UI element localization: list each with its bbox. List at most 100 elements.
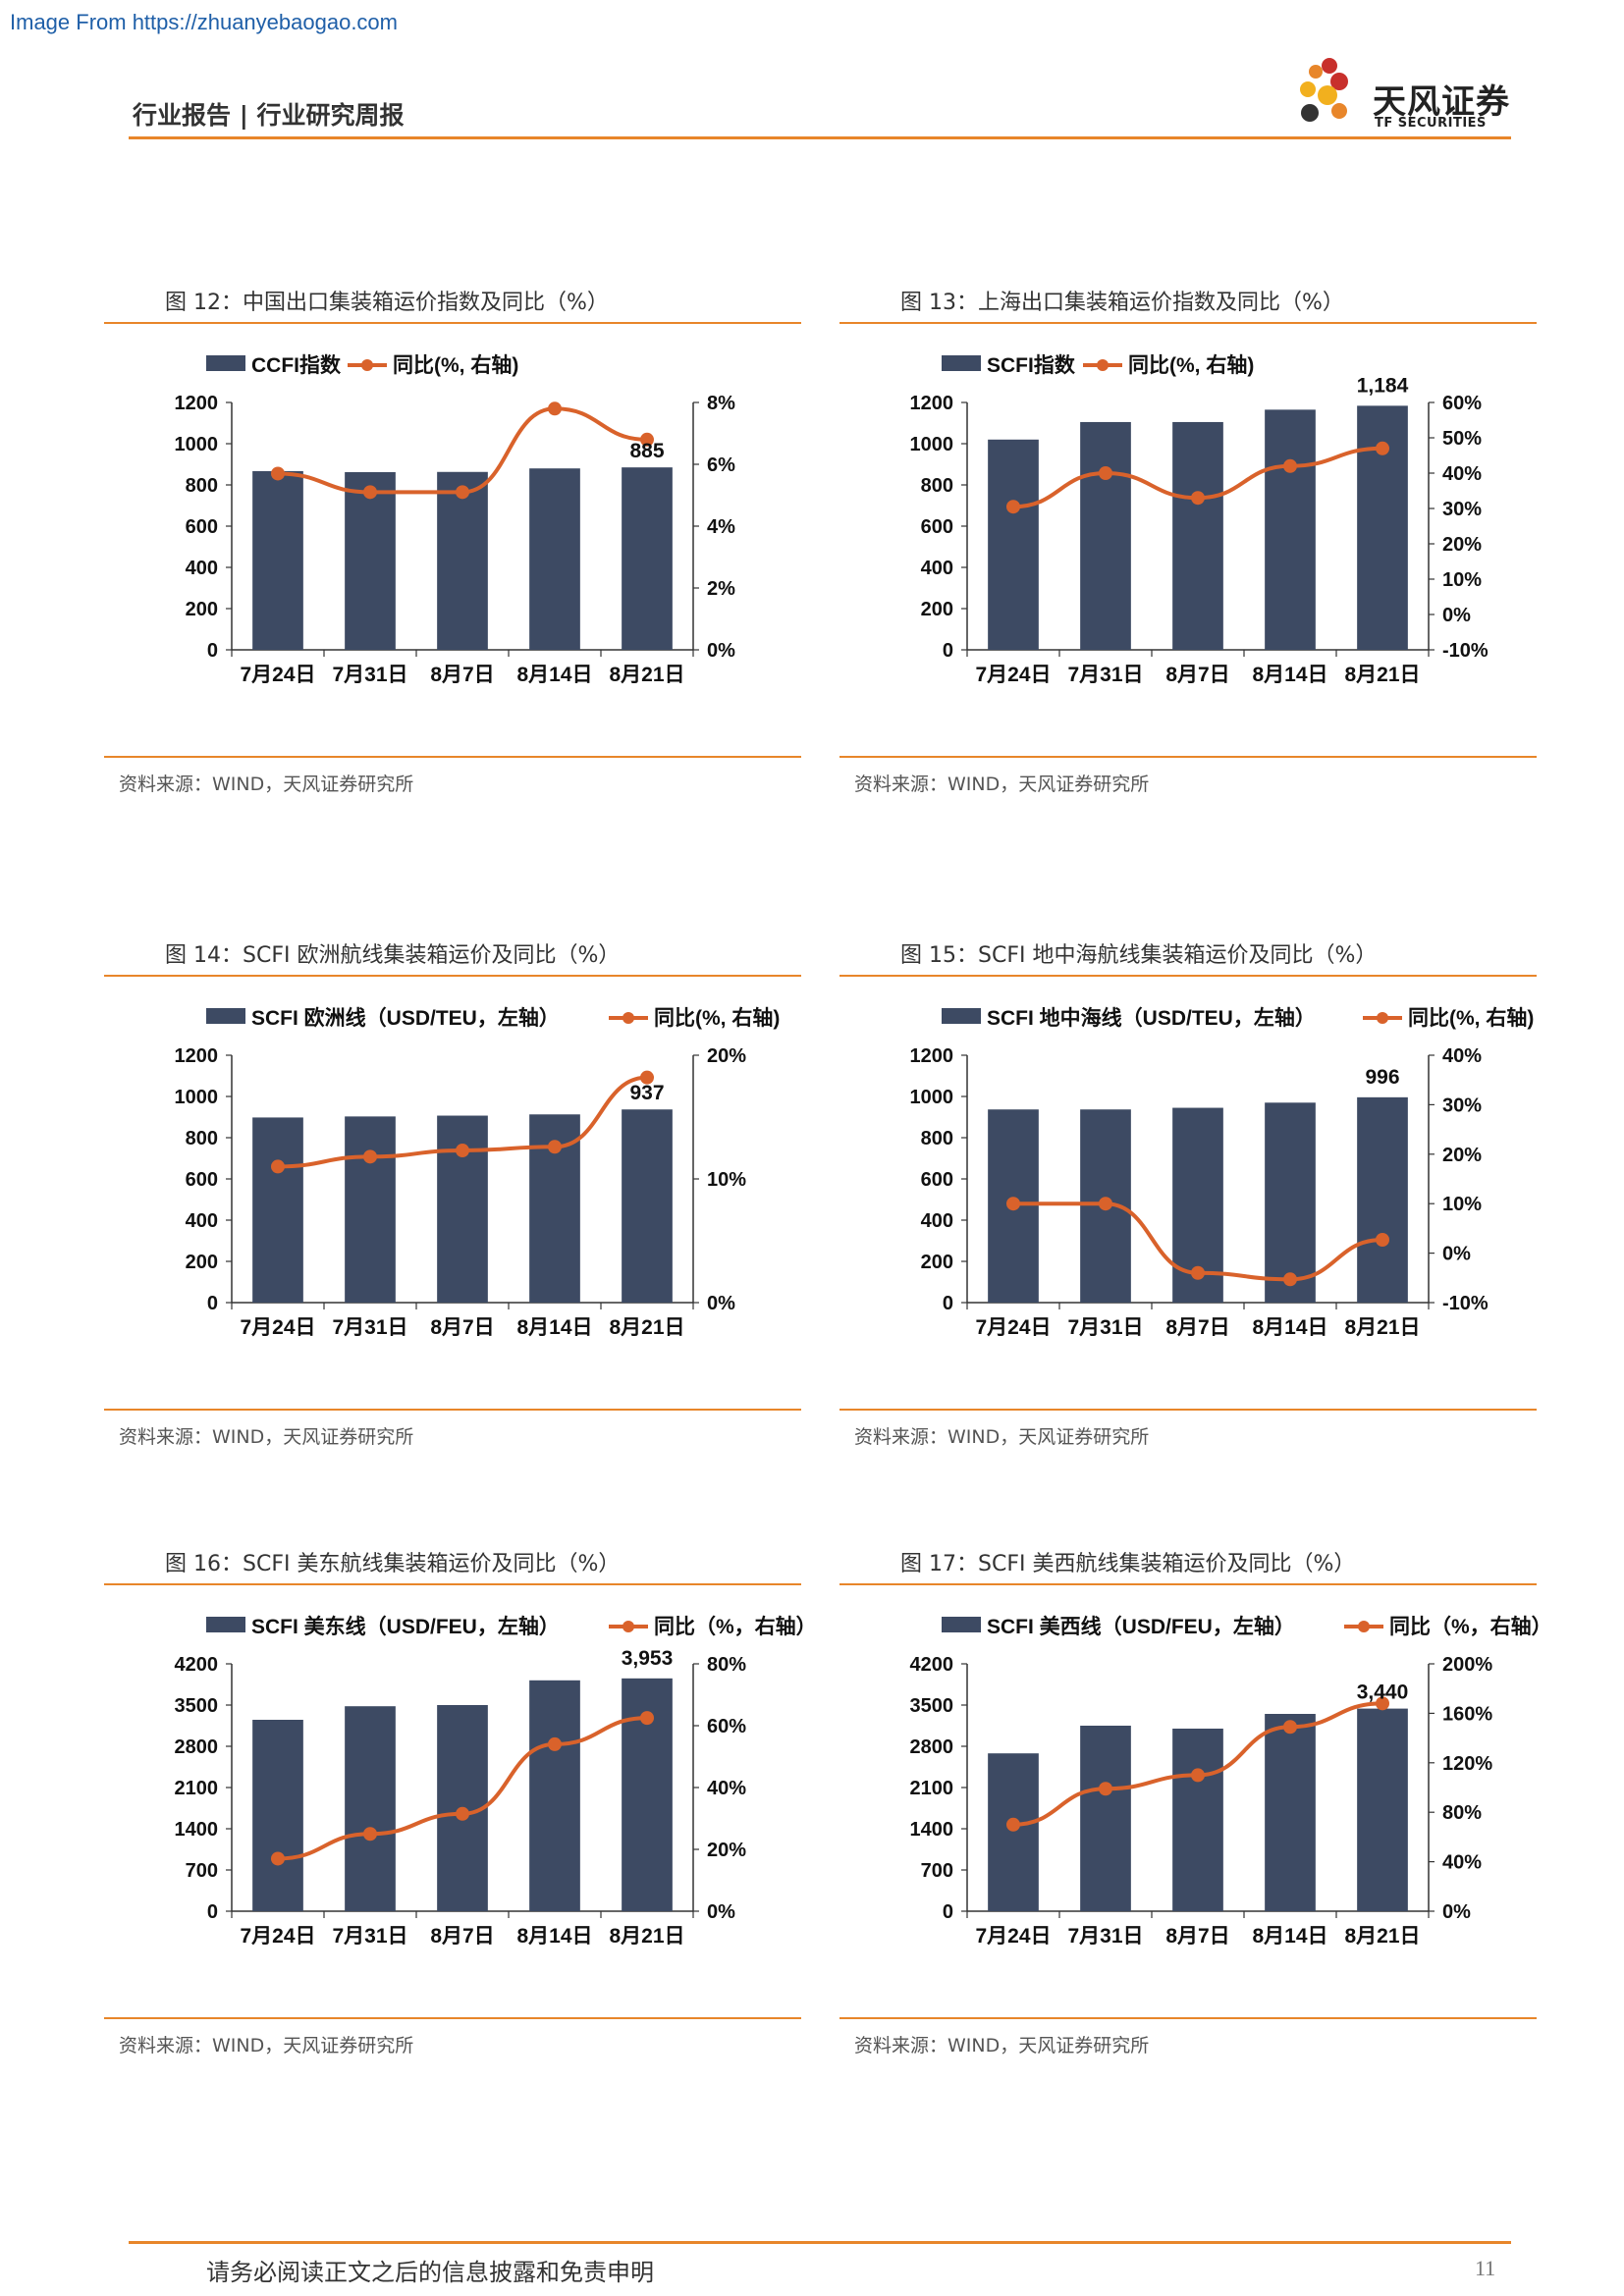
figure-top-divider [839,1583,1537,1585]
x-tick-label: 8月21日 [609,664,684,686]
yoy-point [1006,1817,1020,1832]
left-tick-label: 600 [921,1169,953,1191]
x-tick-label: 8月14日 [516,1316,592,1339]
left-tick-label: 700 [921,1860,953,1882]
left-tick-label: 0 [943,640,953,662]
right-tick-label: 50% [1442,428,1482,450]
right-tick-label: 30% [1442,1095,1482,1116]
yoy-point [1283,1272,1297,1287]
legend-line-label: 同比(%, 右轴) [1408,1006,1534,1030]
right-tick-label: 10% [1442,569,1482,591]
chart-svg: 0 700 1400 2100 2800 3500 4200 0% 40% 80% 120% 160%… [910,1615,1552,1948]
left-tick-label: 600 [921,516,953,538]
legend-bar-label: SCFI 地中海线（USD/TEU，左轴） [987,1006,1316,1030]
legend-bar-swatch [942,1617,981,1632]
data-label: 3,953 [622,1647,674,1670]
right-tick-label: -10% [1442,1293,1489,1314]
bar [622,467,673,650]
left-tick-label: 1400 [910,1819,954,1841]
yoy-point [1376,441,1389,455]
figure-bottom-divider [104,1409,801,1411]
figure-source: 资料来源：WIND，天风证券研究所 [119,1426,414,1448]
left-tick-label: 1200 [175,1045,219,1067]
x-tick-label: 8月21日 [1344,1316,1420,1339]
bar [345,1706,396,1911]
x-tick-label: 8月14日 [1252,1316,1327,1339]
logo-name-en: TF SECURITIES [1375,116,1487,131]
bar [437,471,488,650]
yoy-point [1191,491,1205,506]
x-tick-label: 8月7日 [1165,1925,1229,1948]
chart-svg: 0 200 400 600 800 1000 1200 0% 2% 4% 6% 8% 7月24日 7月31… [175,353,736,686]
bar [1265,1102,1316,1303]
right-tick-label: 40% [1442,1045,1482,1067]
bar [1172,1729,1223,1911]
right-tick-label: 60% [1442,393,1482,414]
right-tick-label: 80% [1442,1802,1482,1824]
right-tick-label: 0% [1442,605,1471,626]
right-tick-label: 20% [1442,1145,1482,1166]
x-tick-label: 8月21日 [1344,1925,1420,1948]
bar [1265,1714,1316,1911]
yoy-point [1191,1768,1205,1783]
yoy-point [456,485,469,500]
yoy-point [271,1851,285,1866]
right-tick-label: 2% [707,578,735,600]
figure-bottom-divider [839,1409,1537,1411]
yoy-point [640,1711,654,1726]
right-tick-label: 8% [707,393,735,414]
right-tick-label: 200% [1442,1654,1492,1676]
right-tick-label: 4% [707,516,735,538]
combo-chart: 0 200 400 600 800 1000 1200 0% 10% 20% 7月24日 7月31日 8… [104,987,801,1369]
left-tick-label: 700 [186,1860,218,1882]
legend-bar-swatch [206,1008,245,1024]
legend-line-marker [623,1012,634,1024]
figure-title: 图 12：中国出口集装箱运价指数及同比（%） [165,291,609,315]
legend-bar-label: SCFI 美西线（USD/FEU，左轴） [987,1615,1295,1638]
bar [345,471,396,650]
left-tick-label: 0 [943,1293,953,1314]
legend-line-label: 同比(%, 右轴) [393,353,518,377]
header-report-type: 行业报告 | 行业研究周报 [133,101,405,130]
combo-chart: 0 200 400 600 800 1000 1200 -10% 0% 10% 20% 30% 40% 7… [839,987,1537,1369]
legend-line-marker [1358,1621,1370,1632]
x-tick-label: 7月31日 [332,664,407,686]
x-tick-label: 7月31日 [1067,1316,1143,1339]
legend-bar-swatch [206,1617,245,1632]
yoy-point [1376,1696,1389,1711]
figure-source: 资料来源：WIND，天风证券研究所 [854,1426,1150,1448]
legend-line-label: 同比(%, 右轴) [654,1006,780,1030]
left-tick-label: 2800 [175,1736,219,1758]
left-tick-label: 1000 [910,434,954,455]
figure-bottom-divider [839,2017,1537,2019]
data-label: 1,184 [1357,374,1409,397]
legend-line-marker [1377,1012,1388,1024]
figure-bottom-divider [104,756,801,758]
x-tick-label: 8月21日 [1344,664,1420,686]
right-tick-label: 160% [1442,1703,1492,1725]
yoy-point [271,1159,285,1174]
x-tick-label: 7月24日 [975,1316,1051,1339]
logo-name: 天风证券 [1373,82,1510,122]
right-tick-label: 6% [707,454,735,476]
left-tick-label: 400 [921,1210,953,1232]
legend-bar-label: SCFI 美东线（USD/FEU，左轴） [251,1615,560,1638]
x-tick-label: 8月14日 [516,664,592,686]
left-tick-label: 200 [921,1252,953,1273]
yoy-point [363,1149,377,1164]
right-tick-label: 0% [707,1293,735,1314]
bar [1357,1096,1408,1303]
x-tick-label: 8月14日 [1252,664,1327,686]
left-tick-label: 200 [186,599,218,620]
x-tick-label: 7月24日 [975,664,1051,686]
data-label: 885 [629,440,664,462]
yoy-point [1191,1265,1205,1280]
figure-title: 图 13：上海出口集装箱运价指数及同比（%） [900,291,1344,315]
left-tick-label: 1200 [175,393,219,414]
left-tick-label: 400 [186,1210,218,1232]
legend-bar-label: SCFI 欧洲线（USD/TEU，左轴） [251,1006,560,1030]
yoy-point [1376,1232,1389,1247]
right-tick-label: -10% [1442,640,1489,662]
combo-chart: 0 700 1400 2100 2800 3500 4200 0% 40% 80% 120% 160%… [839,1595,1552,1978]
watermark-link[interactable]: Image From https://zhuanyebaogao.com [10,10,398,34]
